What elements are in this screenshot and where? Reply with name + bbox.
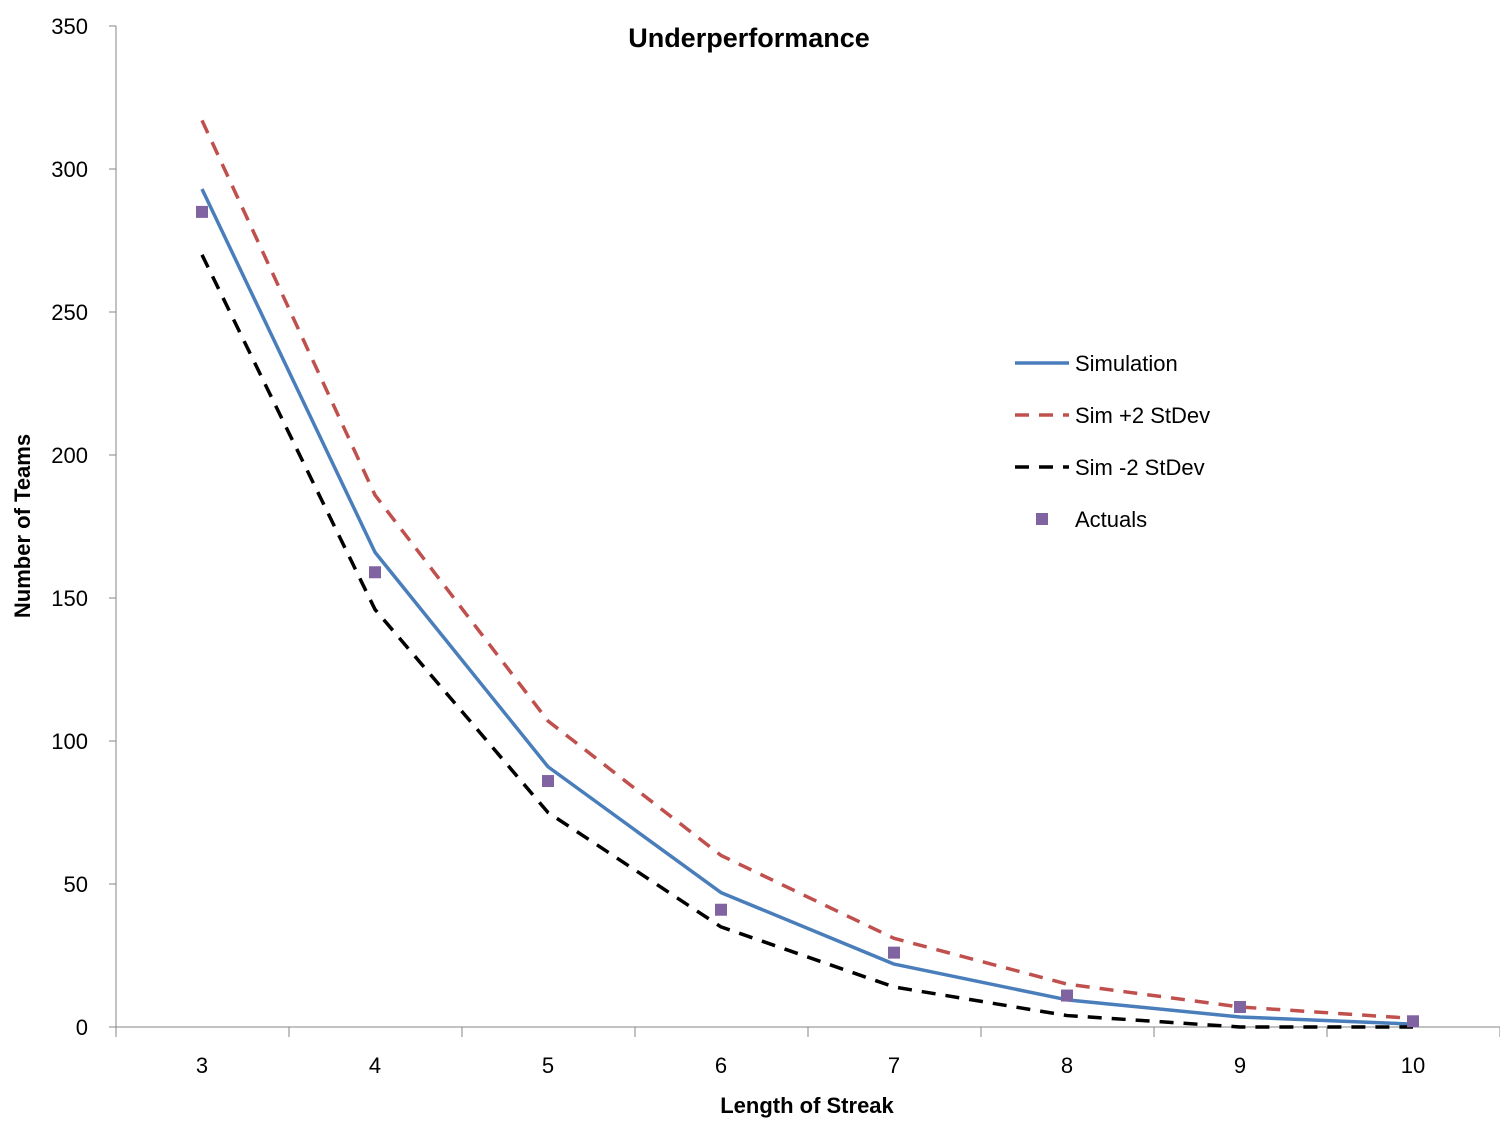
series-point-actuals [369,566,381,579]
chart-title: Underperformance [628,23,870,53]
y-tick-label: 150 [51,586,88,611]
x-tick-label: 5 [542,1053,554,1078]
x-axis-title: Length of Streak [720,1093,894,1118]
y-tick-label: 0 [76,1015,88,1040]
legend-label-sim-2-stdev: Sim -2 StDev [1075,455,1205,480]
series-point-actuals [1407,1015,1419,1028]
series-line-sim-2-stdev [200,254,1413,1029]
legend-label-sim-2-stdev: Sim +2 StDev [1075,403,1210,428]
series-point-actuals [1234,1000,1246,1013]
y-tick-label: 100 [51,729,88,754]
x-tick-label: 8 [1061,1053,1073,1078]
x-tick-label: 4 [369,1053,381,1078]
y-tick-label: 250 [51,300,88,325]
x-tick-label: 9 [1234,1053,1246,1078]
legend-swatch-actuals [1036,513,1048,525]
y-tick-label: 200 [51,443,88,468]
axes: 0 50 100 150 200 250 300 350 3 4 5 6 7 8 9 10 [51,14,1500,1078]
x-tick-label: 10 [1401,1053,1425,1078]
series-point-actuals [196,205,208,218]
x-tick-label: 3 [196,1053,208,1078]
series-line-sim-2-stdev [200,119,1414,1021]
series-point-actuals [715,903,727,916]
x-tick-label: 7 [888,1053,900,1078]
y-tick-label: 300 [51,157,88,182]
series-point-actuals [542,775,554,788]
y-tick-label: 350 [51,14,88,39]
series-point-actuals [888,946,900,959]
series-layer [196,119,1419,1029]
y-tick-label: 50 [64,872,88,897]
legend: Simulation Sim +2 StDev Sim -2 StDev Actual… [1015,351,1210,532]
y-axis-title: Number of Teams [10,434,35,618]
series-point-actuals [1061,989,1073,1002]
series-line-simulation [200,188,1414,1026]
legend-label-simulation: Simulation [1075,351,1178,376]
x-tick-label: 6 [715,1053,727,1078]
legend-label-actuals: Actuals [1075,507,1147,532]
